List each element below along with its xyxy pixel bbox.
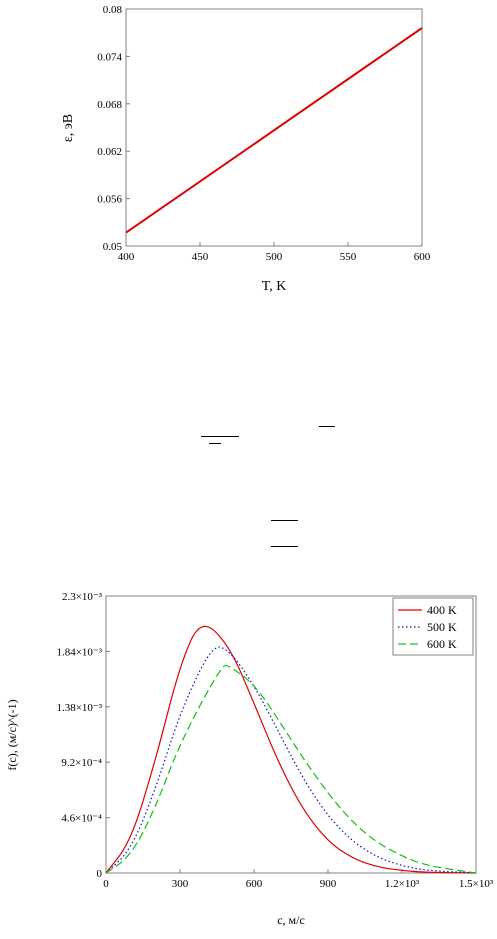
x-tick-label: 400 [118, 251, 135, 263]
x-tick-label: 0 [103, 878, 109, 890]
legend-label: 500 K [427, 620, 457, 634]
x-tick-label: 450 [192, 251, 209, 263]
plot-frame [125, 8, 423, 247]
y-tick-label: 0.08 [103, 4, 123, 16]
fraction-bar [201, 436, 239, 437]
y-tick-label: 0 [97, 868, 103, 880]
x-axis-title: c, м/с [277, 913, 305, 927]
y-tick-label: 0.062 [97, 146, 122, 158]
x-tick-label: 1.2×10³ [385, 878, 420, 890]
x-tick-label: 550 [340, 251, 357, 263]
legend-label: 400 K [427, 603, 457, 617]
fraction-bar [271, 546, 298, 547]
x-tick-label: 1.5×10³ [459, 878, 494, 890]
fraction-bar [271, 520, 298, 521]
y-tick-label: 4.6×10⁻⁴ [61, 813, 102, 825]
fraction-bar [209, 443, 221, 444]
y-tick-label: 0.056 [97, 194, 122, 206]
series-line-2 [105, 664, 477, 874]
y-axis-title: ε, эВ [61, 114, 76, 142]
maxwell-distribution-chart: 0 4.6×10⁻⁴ 9.2×10⁻⁴ 1.38×10⁻³ 1.84×10⁻³ 2.3×1… [5, 591, 494, 927]
x-tick-label: 600 [414, 251, 431, 263]
x-tick-label: 900 [320, 878, 337, 890]
x-tick-label: 500 [266, 251, 283, 263]
plot-frame [105, 595, 477, 874]
legend-label: 600 K [427, 637, 457, 651]
y-tick-label: 9.2×10⁻⁴ [61, 757, 102, 769]
y-tick-label: 1.84×10⁻³ [56, 646, 102, 658]
y-axis-title: f(c), (м/с)^(-1) [5, 699, 19, 770]
y-tick-label: 0.074 [97, 51, 122, 63]
x-axis-title: T, K [262, 279, 287, 294]
energy-vs-temperature-chart: 0.05 0.056 0.062 0.068 0.074 0.08 400 450 500 55… [61, 4, 431, 294]
y-tick-label: 1.38×10⁻³ [56, 702, 102, 714]
series-line-0 [125, 27, 423, 234]
y-tick-label: 0.05 [103, 241, 123, 253]
series-line-0 [105, 625, 477, 874]
x-tick-label: 600 [246, 878, 263, 890]
series-line-1 [105, 646, 477, 874]
overline [319, 426, 335, 427]
y-tick-label: 2.3×10⁻³ [62, 591, 103, 603]
x-tick-label: 300 [172, 878, 189, 890]
y-tick-label: 0.068 [97, 99, 122, 111]
legend: 400 K 500 K 600 K [392, 597, 474, 656]
